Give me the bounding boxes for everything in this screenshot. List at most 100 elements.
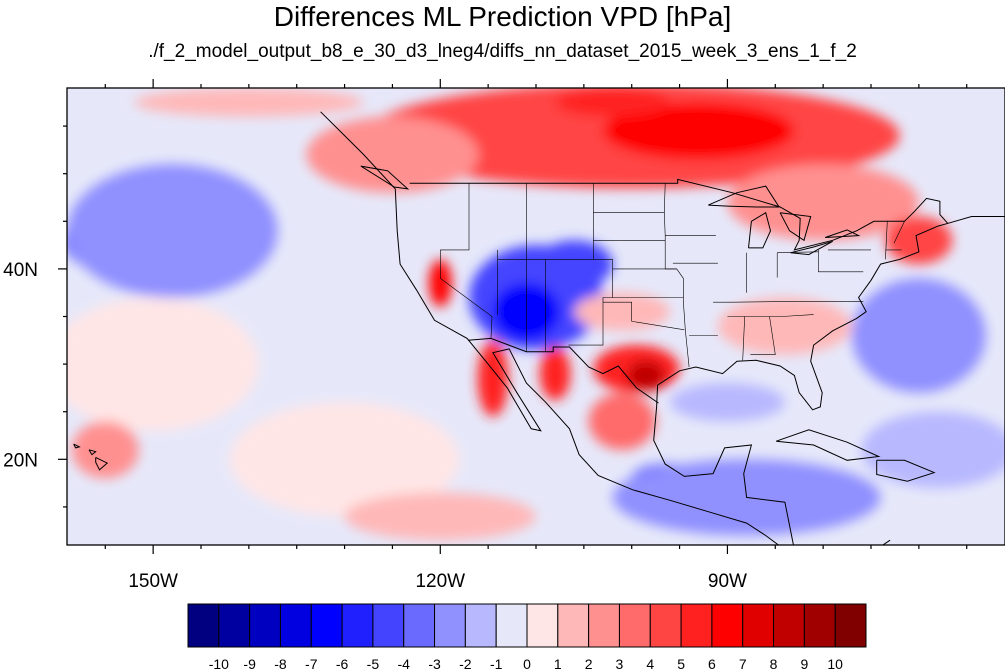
state-border	[742, 316, 745, 361]
map-title: Differences ML Prediction VPD [hPa]	[273, 1, 732, 32]
colorbar-swatch	[649, 603, 682, 648]
new-england-positive	[885, 216, 953, 265]
colorbar-label: -2	[459, 656, 472, 672]
colorbar: -10 -9 -8 -7 -6 -5 -4 -3 -2 -1 0 1 2 3 4 5 6 7 8 9 10	[187, 603, 867, 672]
equatorial-pacific-positive	[344, 492, 536, 541]
baja-positive	[477, 340, 509, 417]
colorbar-label: 3	[616, 656, 624, 672]
map-subtitle: ./f_2_model_output_b8_e_30_d3_lneg4/diff…	[148, 41, 857, 62]
colorbar-label: -9	[243, 656, 256, 672]
vancouver-island	[360, 165, 410, 190]
colorbar-label: 10	[827, 656, 843, 672]
colorbar-label: 2	[585, 656, 593, 672]
coastlines	[73, 111, 1005, 545]
colorbar-swatch	[249, 603, 281, 648]
colorbar-label: -7	[305, 656, 318, 672]
lon-tick-label: 120W	[415, 571, 465, 592]
state-border	[440, 183, 470, 251]
colorbar-label: 7	[739, 656, 747, 672]
gulf-negative	[670, 383, 785, 422]
colorbar-label: -4	[398, 656, 411, 672]
lon-tick-label: 90W	[708, 571, 747, 592]
state-border	[893, 221, 905, 244]
colorbar-swatch	[711, 603, 744, 648]
hawaii-oahu	[73, 443, 81, 449]
state-border	[777, 251, 819, 253]
plot-area	[67, 88, 1005, 545]
state-border	[713, 300, 864, 303]
colorbar-label: 1	[554, 656, 562, 672]
lat-tick-label: 40N	[3, 260, 38, 281]
colorbar-label: -6	[336, 656, 349, 672]
southeast-positive	[717, 297, 852, 355]
state-border	[818, 249, 864, 273]
state-border	[568, 259, 613, 346]
gulf-coastline	[653, 216, 1005, 545]
tropical-pacific-positive	[229, 402, 460, 517]
mexico-positive	[588, 392, 656, 450]
rockies-negative	[536, 240, 613, 288]
colorbar-swatch	[834, 603, 867, 648]
subtropical-pacific-positive	[67, 297, 259, 431]
colorbar-swatch	[187, 603, 220, 648]
great-lake-huron	[779, 212, 812, 242]
colorbar-swatch	[618, 603, 651, 648]
state-border	[439, 249, 493, 339]
colorbar-swatch	[557, 603, 590, 648]
colorbar-label: 4	[646, 656, 654, 672]
kansas-positive	[574, 292, 671, 331]
colorbar-label: -3	[428, 656, 441, 672]
colorbar-swatch	[495, 603, 528, 648]
field-layer	[67, 88, 1005, 541]
sonora-positive	[539, 346, 571, 401]
lat-tick-label: 20N	[3, 450, 38, 471]
colorbar-label: 8	[770, 656, 778, 672]
lon-tick-label: 150W	[128, 571, 178, 592]
hudson-positive	[555, 88, 670, 117]
colorbar-swatch	[773, 603, 805, 648]
colorbar-swatch	[464, 603, 497, 648]
hawaii-big-island	[95, 456, 109, 471]
us-mexico-border	[467, 337, 659, 404]
hawaii-positive	[71, 421, 139, 479]
colorbar-swatch	[218, 603, 251, 648]
cuba-island	[776, 429, 881, 461]
california-positive	[428, 259, 452, 307]
pacific-negative-outer	[67, 164, 278, 298]
caribbean-negative	[861, 411, 1005, 488]
texas-positive-core	[626, 360, 666, 391]
state-border	[750, 316, 776, 355]
state-border	[727, 314, 814, 317]
colorbar-swatch	[279, 603, 312, 648]
colorbar-swatch	[403, 603, 436, 648]
colorbar-swatch	[434, 603, 466, 648]
colorbar-label: 0	[523, 656, 531, 672]
colorbar-swatch	[742, 603, 775, 648]
colorbar-label: -8	[274, 656, 287, 672]
colorbar-swatch	[680, 603, 713, 648]
atlantic-negative	[851, 278, 986, 393]
colorbar-swatch	[803, 603, 836, 648]
colorbar-label: 9	[800, 656, 808, 672]
great-lakes-positive	[727, 164, 919, 241]
canada-positive-core	[603, 102, 795, 160]
pacific-nw-positive	[306, 116, 479, 193]
great-lake-erie	[790, 240, 833, 256]
colorbar-label: -1	[490, 656, 503, 672]
hawaii-maui	[88, 449, 97, 456]
colorbar-label: -10	[209, 656, 229, 672]
colorbar-swatch	[588, 603, 620, 648]
north-america-coastline	[320, 111, 891, 545]
alaska-coast-positive	[134, 88, 364, 117]
colorbar-swatch	[341, 603, 374, 648]
state-border	[885, 221, 888, 260]
colorbar-swatch	[526, 603, 559, 648]
colorbar-swatch	[310, 603, 343, 648]
colorbar-swatch	[372, 603, 405, 648]
hispaniola-island	[876, 459, 936, 482]
colorbar-label: -5	[367, 656, 380, 672]
colorbar-label: 5	[677, 656, 685, 672]
us-canada-border	[409, 178, 948, 251]
axis-ticks: 150W 120W 90W 40N 20N	[3, 79, 968, 592]
